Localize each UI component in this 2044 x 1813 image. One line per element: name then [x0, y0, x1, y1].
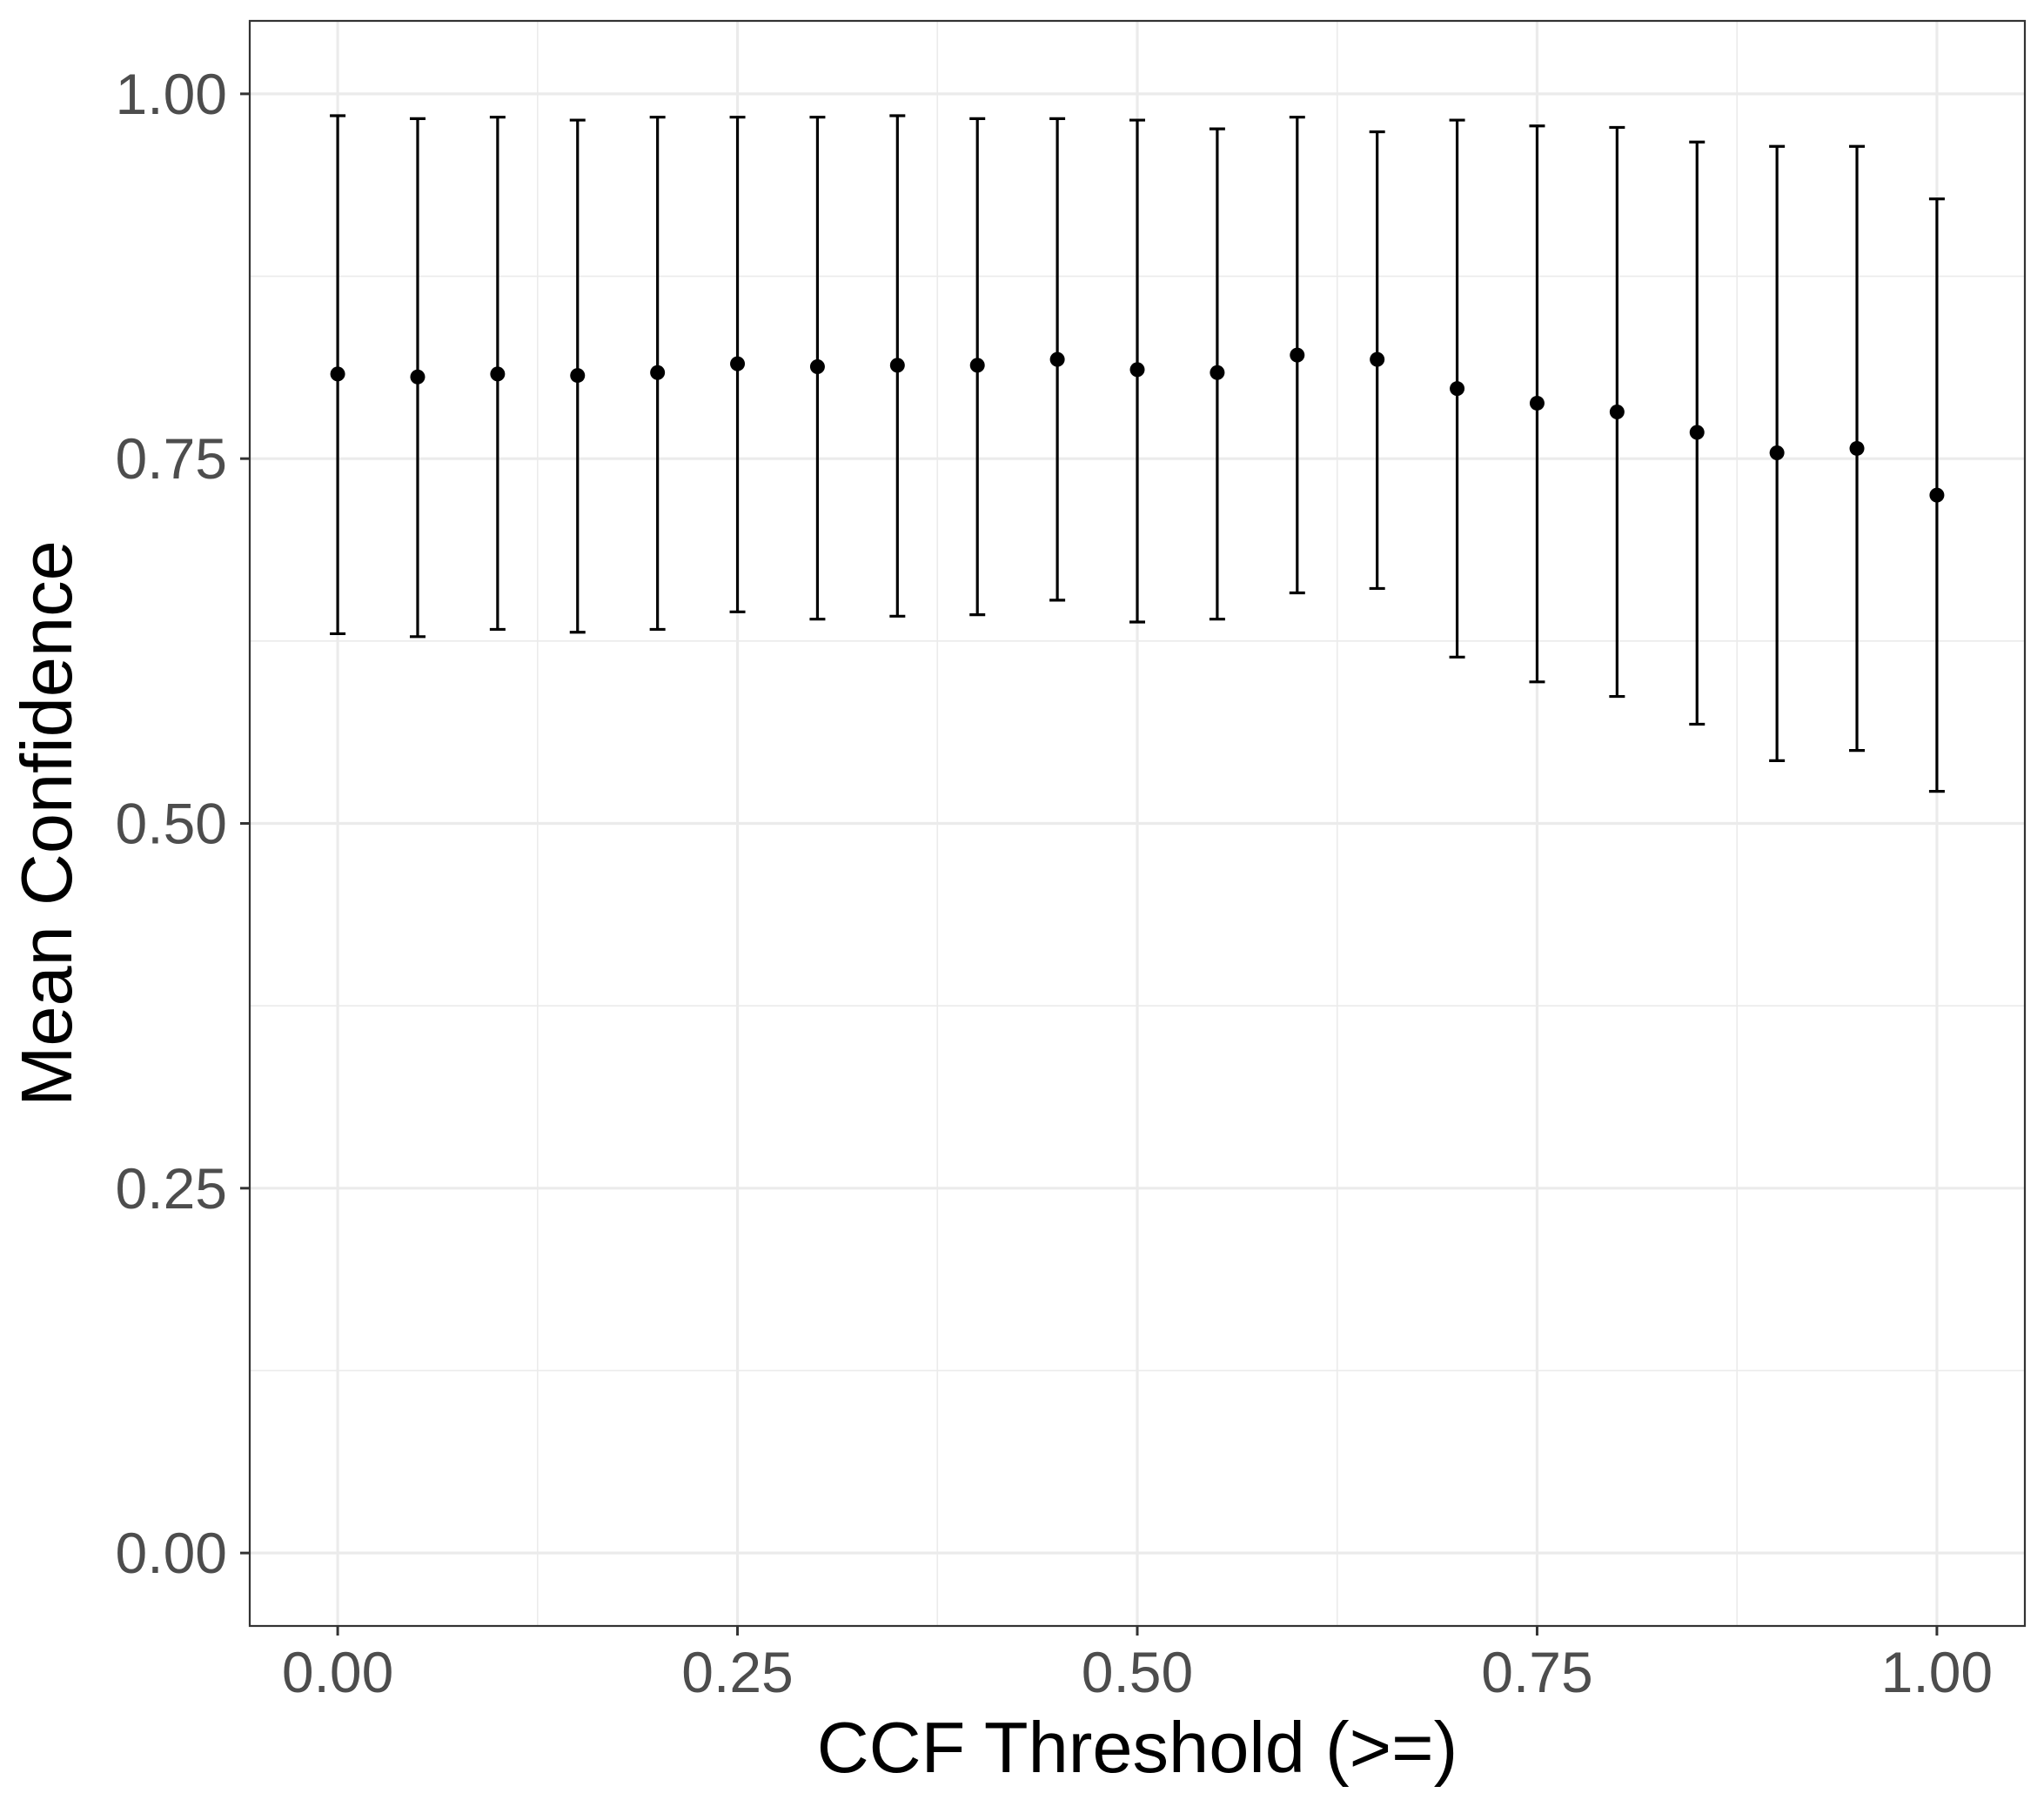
data-point — [1769, 445, 1785, 460]
data-point — [650, 365, 666, 380]
data-point — [1450, 381, 1465, 397]
y-tick-label: 0.25 — [116, 1156, 227, 1221]
data-point — [1849, 440, 1865, 456]
y-tick-label: 1.00 — [116, 62, 227, 126]
data-point — [1210, 365, 1225, 380]
x-axis-title: CCF Threshold (>=) — [817, 1707, 1458, 1788]
data-points — [330, 347, 1945, 503]
x-tick-label: 0.00 — [282, 1640, 393, 1704]
x-axis-ticks — [336, 1626, 1939, 1636]
y-tick-label: 0.00 — [116, 1521, 227, 1585]
data-point — [1290, 347, 1305, 363]
data-point — [1689, 425, 1705, 440]
data-point — [1929, 487, 1945, 503]
data-point — [490, 366, 506, 382]
data-point — [969, 358, 985, 373]
data-point — [730, 356, 746, 371]
data-point — [410, 369, 426, 385]
data-point — [1609, 405, 1625, 420]
x-tick-label: 0.50 — [1082, 1640, 1193, 1704]
data-point — [1129, 362, 1145, 378]
x-axis-tick-labels: 0.00 0.25 0.50 0.75 1.00 — [282, 1640, 1993, 1704]
data-point — [330, 366, 345, 382]
data-point — [1370, 351, 1385, 367]
y-tick-label: 0.75 — [116, 426, 227, 491]
y-tick-label: 0.50 — [116, 792, 227, 856]
data-point — [570, 368, 586, 384]
y-axis-ticks — [240, 92, 250, 1555]
data-point — [809, 359, 825, 375]
data-point — [1529, 395, 1545, 411]
x-tick-label: 0.75 — [1481, 1640, 1592, 1704]
y-axis-tick-labels: 0.00 0.25 0.50 0.75 1.00 — [116, 62, 227, 1585]
data-point — [889, 358, 905, 373]
x-tick-label: 1.00 — [1881, 1640, 1993, 1704]
x-tick-label: 0.25 — [681, 1640, 793, 1704]
y-axis-title: Mean Confidence — [6, 540, 87, 1107]
data-point — [1049, 351, 1065, 367]
